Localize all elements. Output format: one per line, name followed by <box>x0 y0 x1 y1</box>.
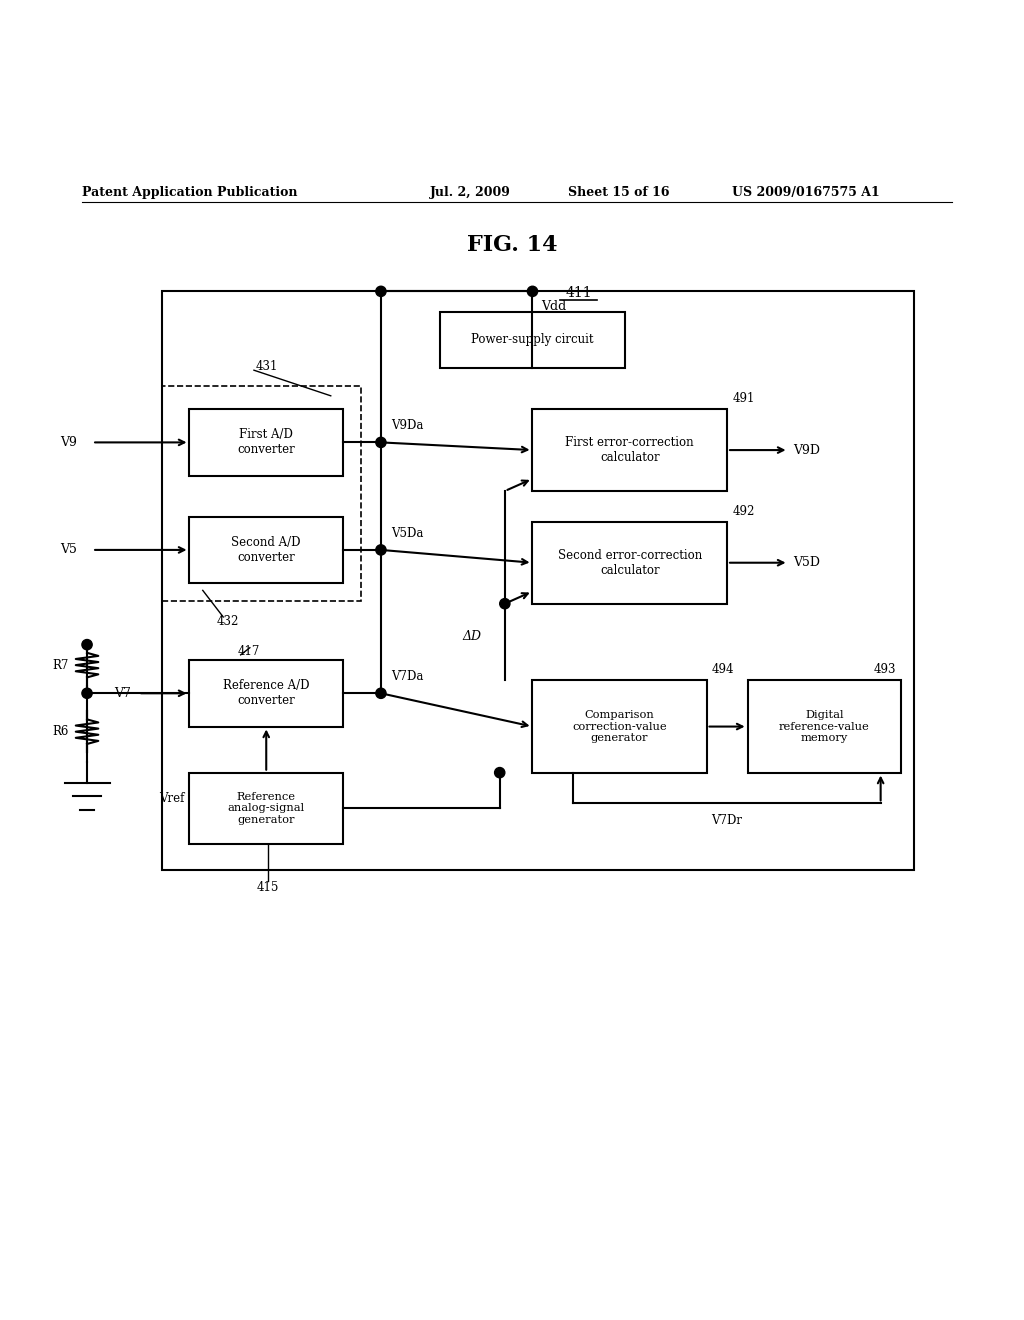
Text: R6: R6 <box>52 725 69 738</box>
Text: Reference
analog-signal
generator: Reference analog-signal generator <box>227 792 305 825</box>
Bar <box>189 409 343 475</box>
Text: R7: R7 <box>52 659 69 672</box>
Text: 494: 494 <box>712 664 734 676</box>
Circle shape <box>527 286 538 297</box>
Text: V9D: V9D <box>794 444 820 457</box>
Text: V7Da: V7Da <box>391 671 424 682</box>
Bar <box>532 409 727 491</box>
Circle shape <box>500 598 510 609</box>
Text: 417: 417 <box>238 645 260 659</box>
Text: Power-supply circuit: Power-supply circuit <box>471 334 594 346</box>
Text: V5: V5 <box>60 544 77 557</box>
Text: 431: 431 <box>256 359 279 372</box>
Text: V7Dr: V7Dr <box>712 813 742 826</box>
Circle shape <box>376 688 386 698</box>
Bar <box>162 385 361 601</box>
Text: V9: V9 <box>60 436 77 449</box>
Circle shape <box>376 437 386 447</box>
Bar <box>189 772 343 845</box>
Bar <box>532 681 707 772</box>
Circle shape <box>376 286 386 297</box>
Bar <box>189 660 343 726</box>
Text: Digital
reference-value
memory: Digital reference-value memory <box>779 710 869 743</box>
Text: Patent Application Publication: Patent Application Publication <box>82 186 297 198</box>
Text: 491: 491 <box>732 392 755 405</box>
Bar <box>532 521 727 603</box>
Text: 493: 493 <box>873 664 896 676</box>
Circle shape <box>376 545 386 554</box>
Text: FIG. 14: FIG. 14 <box>467 234 557 256</box>
Circle shape <box>82 639 92 649</box>
Text: 432: 432 <box>217 615 240 627</box>
Bar <box>162 292 914 870</box>
Text: Second error-correction
calculator: Second error-correction calculator <box>558 549 701 577</box>
Text: Vdd: Vdd <box>541 300 566 313</box>
Text: First A/D
converter: First A/D converter <box>238 429 295 457</box>
Circle shape <box>495 767 505 777</box>
Text: V5Da: V5Da <box>391 527 424 540</box>
Bar <box>440 312 625 368</box>
Text: First error-correction
calculator: First error-correction calculator <box>565 436 694 465</box>
Text: V9Da: V9Da <box>391 420 424 432</box>
Text: 492: 492 <box>732 504 755 517</box>
Text: Reference A/D
converter: Reference A/D converter <box>223 680 309 708</box>
Bar <box>189 516 343 583</box>
Text: Jul. 2, 2009: Jul. 2, 2009 <box>430 186 511 198</box>
Text: 415: 415 <box>257 880 280 894</box>
Text: V5D: V5D <box>794 556 820 569</box>
Text: 411: 411 <box>565 286 592 301</box>
Text: Comparison
correction-value
generator: Comparison correction-value generator <box>572 710 667 743</box>
Text: US 2009/0167575 A1: US 2009/0167575 A1 <box>732 186 880 198</box>
Bar <box>748 681 901 772</box>
Text: V7: V7 <box>115 686 131 700</box>
Text: Sheet 15 of 16: Sheet 15 of 16 <box>568 186 670 198</box>
Text: Second A/D
converter: Second A/D converter <box>231 536 301 564</box>
Text: Vref: Vref <box>159 792 184 805</box>
Text: ΔD: ΔD <box>463 631 482 643</box>
Circle shape <box>82 688 92 698</box>
